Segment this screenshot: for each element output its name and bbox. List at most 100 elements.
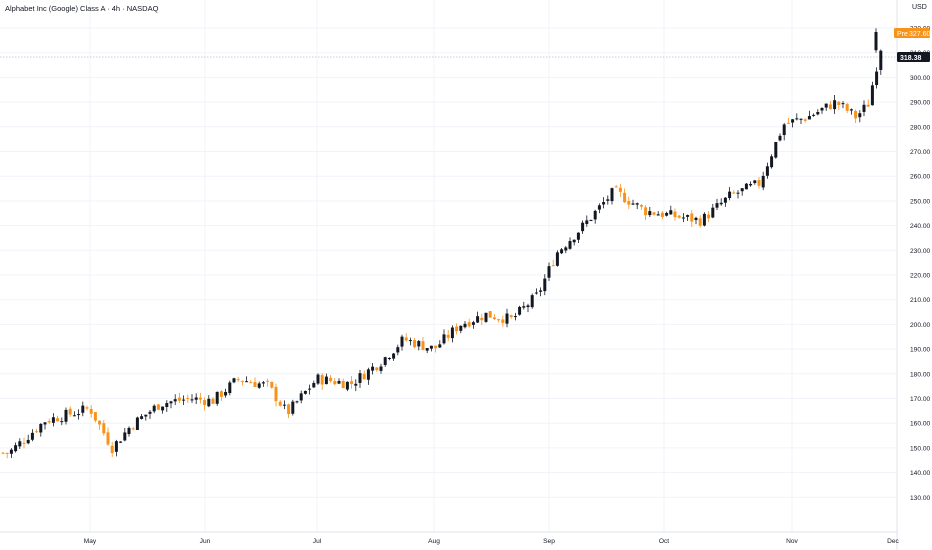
candle[interactable] [291, 399, 295, 416]
candle[interactable] [686, 214, 690, 221]
candle[interactable] [257, 381, 261, 389]
candle[interactable] [266, 378, 270, 387]
candle[interactable] [316, 373, 320, 385]
candle[interactable] [539, 287, 543, 297]
candle[interactable] [753, 179, 757, 185]
candle[interactable] [261, 381, 265, 387]
candle[interactable] [383, 356, 387, 367]
candle[interactable] [728, 187, 732, 201]
candle[interactable] [765, 162, 769, 179]
candle[interactable] [795, 113, 799, 121]
candle[interactable] [190, 394, 194, 403]
candle[interactable] [858, 110, 862, 123]
candle[interactable] [849, 108, 853, 115]
candle[interactable] [476, 311, 480, 324]
candle[interactable] [543, 274, 547, 296]
candle[interactable] [1, 452, 5, 455]
candle[interactable] [337, 378, 341, 385]
candle[interactable] [757, 177, 761, 189]
candle[interactable] [303, 390, 307, 395]
candle[interactable] [198, 392, 202, 404]
candle[interactable] [690, 210, 694, 227]
candle[interactable] [22, 437, 26, 449]
candle[interactable] [484, 312, 488, 323]
candle[interactable] [719, 198, 723, 206]
candle[interactable] [513, 312, 517, 321]
candle[interactable] [669, 205, 673, 215]
candle[interactable] [329, 375, 333, 383]
candle[interactable] [228, 380, 232, 396]
candle[interactable] [131, 427, 135, 431]
candle[interactable] [497, 318, 501, 323]
candle[interactable] [455, 323, 459, 335]
candle[interactable] [165, 400, 169, 412]
candle[interactable] [677, 214, 681, 219]
candle[interactable] [333, 377, 337, 386]
candle[interactable] [614, 185, 618, 188]
candle[interactable] [610, 187, 614, 205]
candle[interactable] [870, 81, 874, 106]
candle[interactable] [715, 198, 719, 210]
candle[interactable] [135, 416, 139, 430]
candle[interactable] [518, 305, 522, 316]
candle[interactable] [761, 171, 765, 191]
candle[interactable] [681, 213, 685, 223]
candle[interactable] [81, 401, 85, 417]
candle[interactable] [5, 452, 9, 459]
candle[interactable] [585, 215, 589, 227]
candle[interactable] [417, 339, 421, 351]
candle[interactable] [438, 340, 442, 348]
candle[interactable] [375, 366, 379, 372]
candle[interactable] [644, 205, 648, 221]
candle[interactable] [597, 203, 601, 214]
candle[interactable] [371, 362, 375, 375]
candle[interactable] [875, 67, 879, 89]
candle[interactable] [106, 427, 110, 446]
candle[interactable] [35, 428, 39, 434]
candle[interactable] [807, 110, 811, 120]
candle[interactable] [253, 377, 257, 388]
candle[interactable] [845, 102, 849, 114]
candle[interactable] [547, 262, 551, 281]
candle[interactable] [400, 334, 404, 351]
candle[interactable] [459, 325, 463, 334]
candle[interactable] [736, 190, 740, 199]
candle[interactable] [740, 187, 744, 196]
candle[interactable] [534, 288, 538, 295]
candle[interactable] [816, 109, 820, 116]
candle[interactable] [144, 414, 148, 421]
price-axis[interactable]: 320.00310.00300.00290.00280.00270.00260.… [910, 26, 931, 502]
candle[interactable] [778, 133, 782, 142]
candle[interactable] [820, 107, 824, 114]
candle[interactable] [152, 404, 156, 414]
candle[interactable] [635, 202, 639, 210]
candle[interactable] [471, 320, 475, 329]
candle[interactable] [72, 411, 76, 417]
candle[interactable] [828, 100, 832, 110]
candle[interactable] [618, 184, 622, 197]
candle[interactable] [509, 314, 513, 319]
candle[interactable] [673, 208, 677, 221]
candle[interactable] [98, 420, 102, 430]
candle[interactable] [219, 390, 223, 401]
candle[interactable] [702, 212, 706, 227]
candle[interactable] [791, 118, 795, 128]
candle[interactable] [9, 448, 13, 459]
candle[interactable] [203, 397, 207, 411]
candle[interactable] [568, 237, 572, 250]
candle[interactable] [102, 419, 106, 436]
candle[interactable] [623, 188, 627, 203]
candle[interactable] [581, 220, 585, 234]
candle[interactable] [43, 421, 47, 430]
candle[interactable] [110, 441, 114, 457]
candle[interactable] [694, 216, 698, 225]
candle[interactable] [404, 333, 408, 342]
candle[interactable] [665, 211, 669, 217]
candle[interactable] [522, 301, 526, 310]
candle[interactable] [576, 232, 580, 244]
candle[interactable] [450, 325, 454, 343]
candle[interactable] [656, 211, 660, 216]
candle[interactable] [324, 373, 328, 385]
candle[interactable] [560, 248, 564, 255]
candle[interactable] [606, 195, 610, 205]
